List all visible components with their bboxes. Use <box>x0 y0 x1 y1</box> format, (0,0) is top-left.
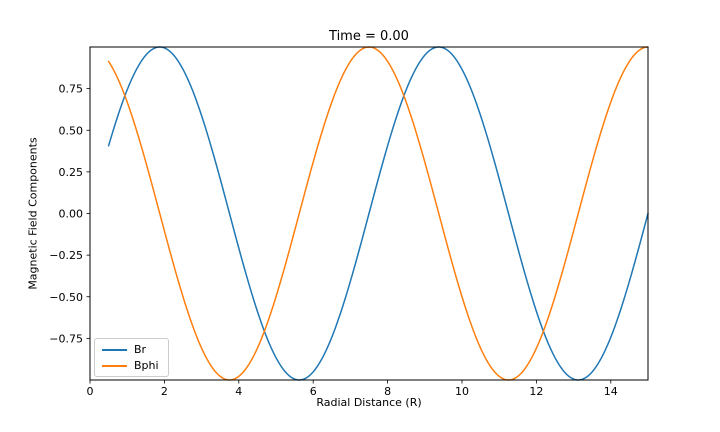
x-tick-label: 4 <box>235 385 242 398</box>
chart-title: Time = 0.00 <box>329 29 409 44</box>
x-tick-label: 10 <box>455 385 469 398</box>
legend: Br Bphi <box>94 338 169 377</box>
x-tick-label: 12 <box>529 385 543 398</box>
x-tick-label: 6 <box>310 385 317 398</box>
y-tick-label: 0.00 <box>59 208 84 221</box>
y-tick-label: −0.25 <box>49 249 83 262</box>
x-tick-label: 8 <box>384 385 391 398</box>
x-tick-label: 2 <box>161 385 168 398</box>
y-tick-label: 0.50 <box>59 124 84 137</box>
y-tick-label: 0.25 <box>59 166 84 179</box>
y-tick-label: 0.75 <box>59 83 84 96</box>
x-tick-label: 14 <box>604 385 618 398</box>
axes-frame <box>89 46 649 381</box>
legend-label-bphi: Bphi <box>134 359 159 372</box>
y-tick-label: −0.75 <box>49 332 83 345</box>
bphi-line-swatch <box>102 364 127 367</box>
y-tick-label: −0.50 <box>49 291 83 304</box>
legend-label-br: Br <box>134 343 147 356</box>
br-curve <box>107 46 649 381</box>
legend-item-bphi: Bphi <box>102 360 159 371</box>
legend-item-br: Br <box>102 344 159 355</box>
x-tick-label: 0 <box>87 385 94 398</box>
x-axis-label: Radial Distance (R) <box>316 396 422 409</box>
bphi-curve <box>107 46 649 381</box>
br-line-swatch <box>102 348 127 351</box>
